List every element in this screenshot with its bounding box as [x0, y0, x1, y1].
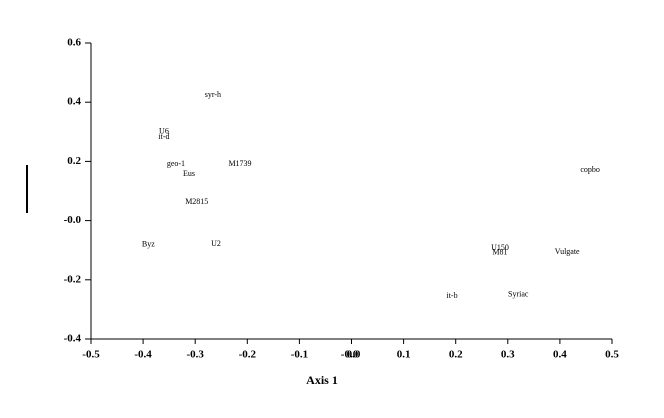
point-label: Syriac	[508, 290, 529, 299]
point-label: U6	[159, 127, 169, 136]
point-label: it-d	[158, 132, 169, 141]
x-tick-label: 0.3	[501, 349, 515, 361]
y-tick-label: -0.0	[64, 214, 82, 226]
x-tick-label: 0.2	[449, 349, 463, 361]
point-label: Eus	[183, 169, 195, 178]
x-tick-label: -0.1	[291, 349, 308, 361]
x-tick-label: 0.5	[605, 349, 619, 361]
y-tick-label: 0.4	[67, 96, 81, 108]
x-tick-label: -0.3	[186, 349, 204, 361]
x-tick-label: -0.4	[134, 349, 152, 361]
point-label: Byz	[142, 240, 155, 249]
x-tick-label: -0.0	[341, 349, 359, 361]
point-label: M81	[492, 248, 507, 257]
x-tick-label: 0.1	[397, 349, 411, 361]
y-tick-label: -0.4	[64, 333, 82, 345]
x-tick-label: 0.4	[553, 349, 567, 361]
point-label: U2	[211, 239, 221, 248]
x-tick-label: 0.0	[347, 349, 361, 361]
point-label: U150	[491, 243, 509, 252]
x-axis-title: Axis 1	[306, 373, 338, 387]
x-tick-label: -0.5	[82, 349, 100, 361]
point-label: copbo	[580, 165, 600, 174]
y-tick-label: -0.2	[64, 273, 82, 285]
x-tick-label: -0.2	[239, 349, 257, 361]
y-tick-label: 0.6	[67, 37, 81, 49]
point-label: M2815	[185, 197, 208, 206]
point-label: M1739	[228, 159, 251, 168]
point-label: syr-h	[205, 90, 221, 99]
point-label: Vulgate	[555, 247, 580, 256]
point-label: it-b	[446, 291, 457, 300]
point-label: geo-1	[167, 159, 185, 168]
y-tick-label: 0.2	[67, 155, 81, 167]
